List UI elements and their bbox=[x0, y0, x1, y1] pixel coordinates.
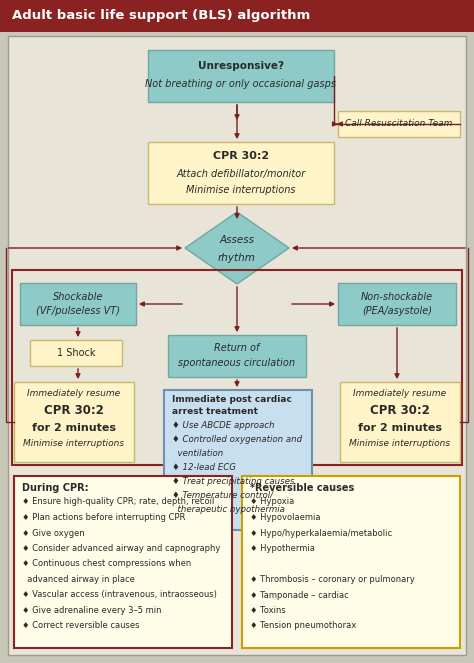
Text: ♦ Plan actions before interrupting CPR: ♦ Plan actions before interrupting CPR bbox=[22, 513, 185, 522]
Text: Not breathing or only occasional gasps: Not breathing or only occasional gasps bbox=[146, 79, 337, 89]
FancyBboxPatch shape bbox=[168, 335, 306, 377]
FancyBboxPatch shape bbox=[14, 476, 232, 648]
Text: ♦ Continuous chest compressions when: ♦ Continuous chest compressions when bbox=[22, 560, 191, 568]
Text: ♦ Correct reversible causes: ♦ Correct reversible causes bbox=[22, 621, 139, 631]
Text: Attach defibillator/monitor: Attach defibillator/monitor bbox=[176, 169, 306, 179]
Text: Immediate post cardiac: Immediate post cardiac bbox=[172, 396, 292, 404]
FancyBboxPatch shape bbox=[14, 382, 134, 462]
Text: ♦ Vascular access (intravenous, intraosseous): ♦ Vascular access (intravenous, intraoss… bbox=[22, 591, 217, 599]
Text: for 2 minutes: for 2 minutes bbox=[32, 423, 116, 433]
Text: Unresponsive?: Unresponsive? bbox=[198, 61, 284, 71]
Text: ventilation: ventilation bbox=[172, 450, 223, 459]
FancyBboxPatch shape bbox=[338, 283, 456, 325]
Text: ♦ Hypovolaemia: ♦ Hypovolaemia bbox=[250, 513, 320, 522]
Text: ♦ Tamponade – cardiac: ♦ Tamponade – cardiac bbox=[250, 591, 349, 599]
Text: ♦ Use ABCDE approach: ♦ Use ABCDE approach bbox=[172, 422, 274, 430]
Text: Call Resuscitation Team: Call Resuscitation Team bbox=[346, 119, 453, 129]
Text: Non-shockable: Non-shockable bbox=[361, 292, 433, 302]
FancyBboxPatch shape bbox=[8, 36, 466, 655]
Text: ♦ Hypo/hyperkalaemia/metabolic: ♦ Hypo/hyperkalaemia/metabolic bbox=[250, 528, 392, 538]
FancyBboxPatch shape bbox=[148, 142, 334, 204]
FancyBboxPatch shape bbox=[164, 390, 312, 530]
Text: Immediately resume: Immediately resume bbox=[27, 389, 120, 398]
Text: ♦ Hypothermia: ♦ Hypothermia bbox=[250, 544, 315, 553]
FancyBboxPatch shape bbox=[20, 283, 136, 325]
Text: ♦ Hypoxia: ♦ Hypoxia bbox=[250, 497, 294, 507]
Text: ♦ Tension pneumothorax: ♦ Tension pneumothorax bbox=[250, 621, 356, 631]
Text: ♦ Controlled oxygenation and: ♦ Controlled oxygenation and bbox=[172, 436, 302, 444]
Text: CPR 30:2: CPR 30:2 bbox=[44, 404, 104, 416]
Text: ♦ Thrombosis – coronary or pulmonary: ♦ Thrombosis – coronary or pulmonary bbox=[250, 575, 415, 584]
Text: *Reversible causes: *Reversible causes bbox=[250, 483, 354, 493]
Text: rhythm: rhythm bbox=[218, 253, 256, 263]
Text: advanced airway in place: advanced airway in place bbox=[22, 575, 135, 584]
Text: therapeutic hypothermia: therapeutic hypothermia bbox=[172, 505, 285, 514]
Text: Return of: Return of bbox=[214, 343, 260, 353]
Text: for 2 minutes: for 2 minutes bbox=[358, 423, 442, 433]
FancyBboxPatch shape bbox=[340, 382, 460, 462]
Text: ♦ Treat precipitating causes: ♦ Treat precipitating causes bbox=[172, 477, 294, 487]
Text: spontaneous circulation: spontaneous circulation bbox=[179, 358, 295, 368]
Text: (PEA/asystole): (PEA/asystole) bbox=[362, 306, 432, 316]
Text: ♦ Toxins: ♦ Toxins bbox=[250, 606, 286, 615]
Text: ♦ Ensure high-quality CPR; rate, depth, recoil: ♦ Ensure high-quality CPR; rate, depth, … bbox=[22, 497, 214, 507]
FancyBboxPatch shape bbox=[242, 476, 460, 648]
Polygon shape bbox=[185, 212, 289, 284]
Text: During CPR:: During CPR: bbox=[22, 483, 89, 493]
Text: CPR 30:2: CPR 30:2 bbox=[370, 404, 430, 416]
Text: ♦ Temperature control/: ♦ Temperature control/ bbox=[172, 491, 273, 501]
Text: Immediately resume: Immediately resume bbox=[354, 389, 447, 398]
Text: ♦ Give oxygen: ♦ Give oxygen bbox=[22, 528, 85, 538]
Text: ♦ Give adrenaline every 3–5 min: ♦ Give adrenaline every 3–5 min bbox=[22, 606, 162, 615]
Text: Minimise interruptions: Minimise interruptions bbox=[23, 440, 125, 448]
FancyBboxPatch shape bbox=[338, 111, 460, 137]
Text: (VF/pulseless VT): (VF/pulseless VT) bbox=[36, 306, 120, 316]
Text: ♦ Consider advanced airway and capnography: ♦ Consider advanced airway and capnograp… bbox=[22, 544, 220, 553]
FancyBboxPatch shape bbox=[148, 50, 334, 102]
Text: Minimise interruptions: Minimise interruptions bbox=[186, 185, 296, 195]
Text: ♦ 12-lead ECG: ♦ 12-lead ECG bbox=[172, 463, 236, 473]
Text: Assess: Assess bbox=[219, 235, 255, 245]
FancyBboxPatch shape bbox=[0, 0, 474, 32]
Text: Shockable: Shockable bbox=[53, 292, 103, 302]
FancyBboxPatch shape bbox=[30, 340, 122, 366]
Text: Adult basic life support (BLS) algorithm: Adult basic life support (BLS) algorithm bbox=[12, 9, 310, 23]
Text: CPR 30:2: CPR 30:2 bbox=[213, 151, 269, 161]
Text: 1 Shock: 1 Shock bbox=[57, 348, 95, 358]
Text: Minimise interruptions: Minimise interruptions bbox=[349, 440, 451, 448]
Text: arrest treatment: arrest treatment bbox=[172, 408, 258, 416]
